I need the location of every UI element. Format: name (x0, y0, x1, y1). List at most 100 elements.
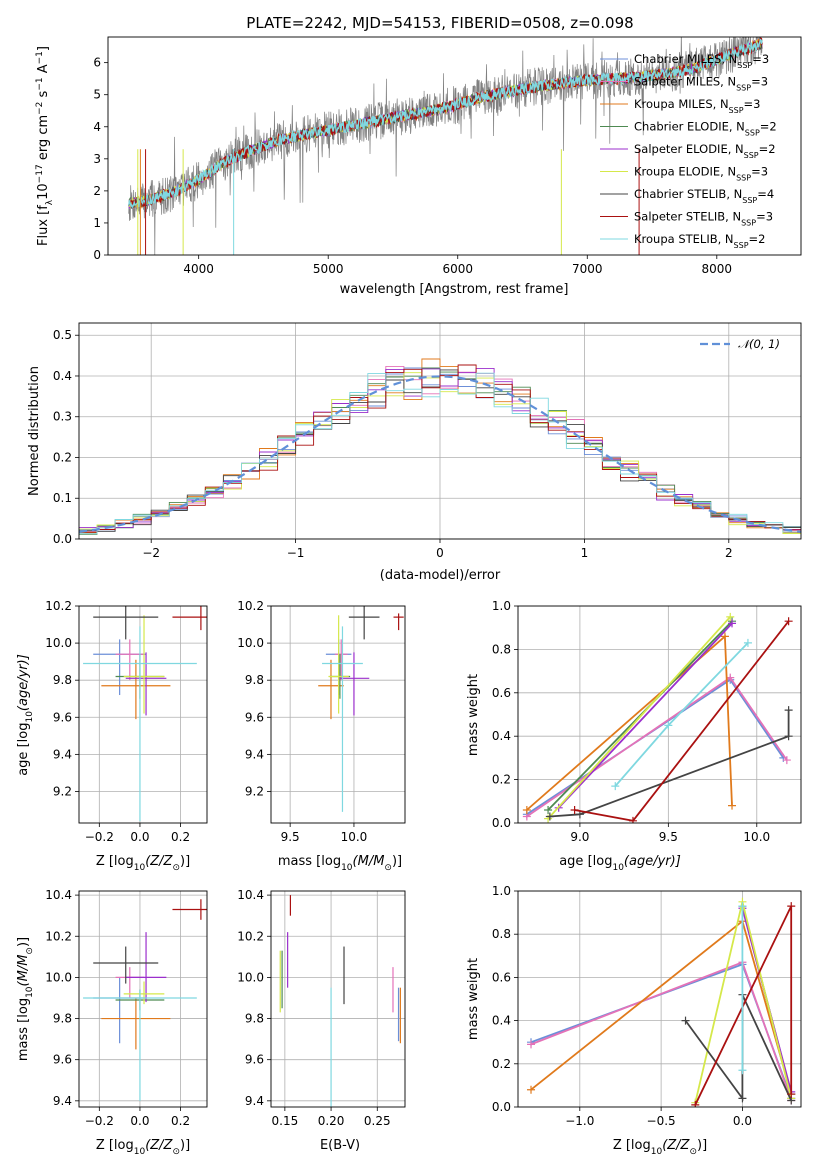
x-tick-label: 0.2 (171, 830, 190, 844)
y-tick-label: 10.0 (45, 636, 72, 650)
y-tick-label: 10.4 (237, 888, 264, 902)
weight-point (728, 801, 737, 810)
weight-point (726, 612, 735, 621)
weight-point (787, 902, 796, 911)
x-tick-label: −1.0 (565, 1114, 594, 1128)
mass-vs-Z-chart: −0.2 0.0 0.2 9.4 9.6 9.8 10.0 10.2 10.4 Z [log10(… (16, 888, 208, 1157)
x-axis-label: mass [log10(M/M⊙)] (278, 854, 402, 873)
weight-line (558, 622, 733, 809)
x-tick-label: 10.0 (341, 830, 368, 844)
x-axis-label: wavelength [Angstrom, rest frame] (340, 282, 569, 297)
weight-point (691, 1100, 700, 1107)
y-axis-label: mass weight (466, 674, 481, 756)
y-tick-label: 0.6 (492, 970, 511, 984)
y-tick-label: 10.0 (237, 970, 264, 984)
weight-point (544, 805, 553, 814)
y-tick-label: 10.2 (237, 929, 264, 943)
x-tick-label: 0.20 (318, 1114, 345, 1128)
mass-vs-ebv-chart-frame (270, 890, 406, 1108)
weight-line (526, 634, 733, 811)
weight-point (628, 816, 637, 823)
weight-point (784, 706, 793, 715)
y-axis-label: mass [log10(M/M⊙)] (16, 937, 35, 1061)
y-tick-label: 10.2 (45, 929, 72, 943)
x-axis-label: Z [log10(Z/Z⊙)] (96, 854, 190, 873)
y-tick-label: 0.8 (492, 927, 511, 941)
age-vs-Z-chart-frame (78, 605, 208, 824)
x-tick-label: 10.0 (743, 830, 770, 844)
y-tick-label: 6 (93, 56, 101, 70)
y-tick-label: 9.6 (53, 710, 72, 724)
legend-entry: Kroupa MILES, NSSP=3 (634, 97, 760, 115)
weight-point (728, 619, 737, 628)
spectrum-model-line (128, 38, 763, 209)
x-axis-label: Z [log10(Z/Z⊙)] (96, 1138, 190, 1157)
age-vs-Z-chart: −0.2 0.0 0.2 9.2 9.4 9.6 9.8 10.0 10.2 Z [log10(Z… (16, 599, 208, 873)
y-tick-label: 0.4 (492, 1014, 511, 1028)
y-axis-label: mass weight (466, 958, 481, 1040)
y-axis-label: Flux [fλ10−17 erg cm−2 s−1 A−1] (35, 46, 55, 246)
y-tick-label: 9.2 (245, 784, 264, 798)
mass-vs-Z-chart-frame (78, 890, 208, 1108)
y-tick-label: 2 (93, 184, 101, 198)
y-tick-label: 0.8 (492, 642, 511, 656)
weight-point (664, 721, 673, 730)
weight-point (738, 902, 747, 911)
y-tick-label: 0.3 (53, 410, 72, 424)
y-tick-label: 9.8 (53, 1012, 72, 1026)
y-tick-label: 0.0 (492, 816, 511, 830)
y-axis-label: age [log10(age/yr)] (16, 654, 35, 776)
x-tick-label: 0.25 (364, 1114, 391, 1128)
weight-point (570, 805, 579, 814)
weight-point (527, 1085, 536, 1094)
x-tick-label: 0 (436, 546, 444, 560)
weight-point (787, 1090, 796, 1099)
y-tick-label: 10.4 (45, 888, 72, 902)
mass-vs-ebv-chart: 0.15 0.20 0.25 9.4 9.6 9.8 10.0 10.2 10.4 E(B-V) (237, 888, 406, 1153)
residual-chart-frame (78, 322, 802, 540)
x-tick-label: 9.5 (659, 830, 678, 844)
y-tick-label: 9.2 (53, 784, 72, 798)
legend-entry: 𝒩(0, 1) (738, 337, 780, 351)
y-tick-label: 9.4 (245, 1094, 264, 1108)
weight-point (611, 782, 620, 791)
weight-vs-Z-chart: −1.0 −0.5 0.0 0.0 0.2 0.4 0.6 0.8 1.0 Z [log10(Z/… (466, 884, 802, 1157)
age-vs-mass-chart: 9.5 10.0 9.2 9.4 9.6 9.8 10.0 10.2 mass [log10(M… (237, 599, 406, 873)
legend-entry: Chabrier STELIB, NSSP=4 (634, 187, 774, 205)
x-tick-label: 0.0 (733, 1114, 752, 1128)
x-tick-label: −0.2 (85, 1114, 114, 1128)
y-tick-label: 0.2 (492, 773, 511, 787)
weight-vs-Z-chart-plot-area (518, 891, 801, 1107)
y-tick-label: 0.1 (53, 491, 72, 505)
x-tick-label: −0.2 (85, 830, 114, 844)
y-tick-label: 0.5 (53, 328, 72, 342)
x-tick-label: 0.2 (171, 1114, 190, 1128)
weight-point (784, 617, 793, 626)
weight-point (738, 1094, 747, 1103)
y-tick-label: 0.0 (53, 532, 72, 546)
y-tick-label: 0.2 (492, 1057, 511, 1071)
weight-point (545, 812, 554, 821)
y-tick-label: 10.0 (237, 636, 264, 650)
y-tick-label: 9.8 (245, 1012, 264, 1026)
weight-point (720, 632, 729, 641)
y-tick-label: 9.8 (53, 673, 72, 687)
weight-vs-age-chart-plot-area (518, 606, 801, 823)
x-tick-label: 2 (725, 546, 733, 560)
legend-entry: Chabrier MILES, NSSP=3 (634, 52, 769, 70)
x-axis-label: age [log10(age/yr)] (559, 854, 681, 873)
spectrum-chart: 4000 5000 6000 7000 8000 0 1 2 3 4 5 6 Chabrier MILE… (35, 36, 802, 297)
weight-point (738, 1066, 747, 1075)
y-tick-label: 0.6 (492, 686, 511, 700)
x-tick-label: 0.0 (130, 1114, 149, 1128)
x-tick-label: 0.0 (130, 830, 149, 844)
y-tick-label: 0.2 (53, 450, 72, 464)
weight-point (743, 638, 752, 647)
x-tick-label: 9.0 (570, 830, 589, 844)
x-axis-label: E(B-V) (320, 1138, 360, 1153)
y-tick-label: 3 (93, 152, 101, 166)
weight-point (681, 1016, 690, 1025)
y-tick-label: 1.0 (492, 599, 511, 613)
legend-entry: Chabrier ELODIE, NSSP=2 (634, 120, 777, 138)
